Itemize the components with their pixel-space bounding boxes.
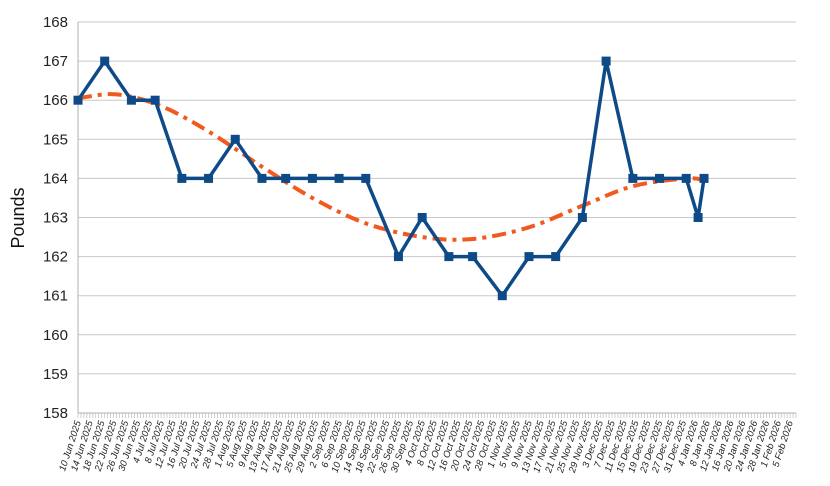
y-tick-labels: 158 159 160 161 162 163 164 165 166 167 168 — [43, 14, 68, 422]
data-point-marker — [693, 213, 703, 222]
data-point-marker — [497, 291, 507, 301]
data-point-marker — [601, 56, 611, 66]
data-point-marker — [150, 95, 160, 105]
y-tick-label: 163 — [43, 210, 68, 227]
y-tick-label: 166 — [43, 92, 68, 109]
data-point-marker — [551, 252, 561, 262]
data-point-marker — [100, 56, 110, 66]
series-markers — [73, 56, 709, 301]
grid-lines — [78, 21, 796, 414]
trendline — [77, 92, 705, 242]
data-point-marker — [577, 213, 587, 222]
data-point-marker — [307, 173, 317, 183]
y-tick-label: 161 — [43, 288, 68, 305]
axes — [77, 22, 797, 418]
data-point-marker — [73, 95, 83, 105]
data-point-marker — [524, 252, 534, 262]
data-point-marker — [361, 173, 371, 183]
y-tick-label: 164 — [43, 170, 68, 187]
data-point-marker — [655, 173, 665, 183]
data-point-marker — [468, 252, 478, 262]
data-point-marker — [699, 173, 709, 183]
y-tick-label: 168 — [43, 14, 68, 31]
data-point-marker — [230, 134, 240, 144]
data-point-marker — [444, 252, 454, 262]
y-tick-label: 162 — [43, 249, 68, 266]
y-tick-label: 160 — [43, 327, 68, 344]
data-point-marker — [681, 173, 691, 183]
y-tick-label: 158 — [43, 405, 68, 422]
data-point-marker — [257, 173, 267, 183]
data-point-marker — [204, 173, 214, 183]
data-point-marker — [417, 213, 427, 222]
data-point-marker — [393, 252, 403, 262]
data-point-marker — [628, 173, 638, 183]
data-point-marker — [177, 173, 187, 183]
data-point-marker — [334, 173, 344, 183]
trendline-path — [77, 92, 705, 242]
y-axis-label: Pounds — [8, 187, 28, 248]
y-tick-label: 167 — [43, 53, 68, 70]
data-point-marker — [281, 173, 291, 183]
y-tick-label: 159 — [43, 366, 68, 383]
y-tick-label: 165 — [43, 131, 68, 148]
data-point-marker — [126, 95, 136, 105]
